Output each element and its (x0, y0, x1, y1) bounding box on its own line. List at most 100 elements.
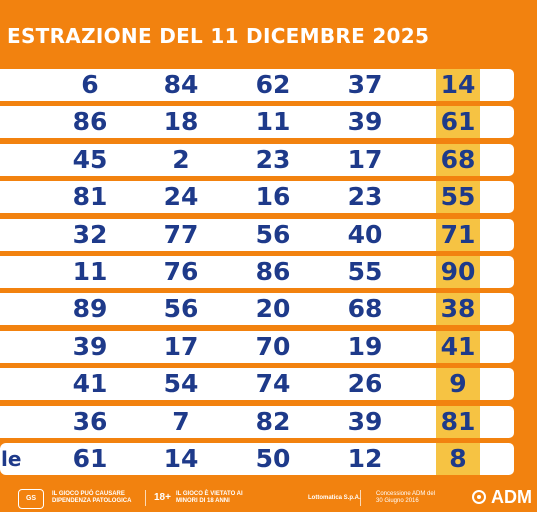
drawn-number: 11 (255, 107, 291, 136)
drawn-number: 37 (347, 70, 383, 99)
drawn-number: 89 (72, 294, 108, 323)
row-label (0, 256, 1, 288)
responsible-gaming-logo: GS (18, 489, 44, 509)
company-name: Lottomatica S.p.A. (308, 495, 361, 501)
drawn-number: 32 (72, 220, 108, 249)
drawn-number: 17 (163, 332, 199, 361)
row-label (0, 331, 1, 363)
drawn-number: 86 (255, 257, 291, 286)
table-row: 6 84 62 37 14 (0, 69, 514, 101)
minors-warning: IL GIOCO È VIETATO AI MINORI DI 18 ANNI (176, 491, 243, 504)
drawn-number: 14 (163, 444, 199, 473)
highlight-number: 61 (440, 107, 476, 136)
drawn-number: 23 (347, 182, 383, 211)
drawn-number: 26 (347, 369, 383, 398)
footer: GS IL GIOCO PUÒ CAUSARE DIPENDENZA PATOL… (0, 484, 537, 512)
highlight-number: 38 (440, 294, 476, 323)
drawn-number: 16 (255, 182, 291, 211)
highlight-number: 68 (440, 145, 476, 174)
highlight-cell: 61 (436, 106, 480, 138)
drawn-number: 7 (172, 407, 190, 436)
drawn-number: 68 (347, 294, 383, 323)
drawn-number: 70 (255, 332, 291, 361)
drawn-number: 23 (255, 145, 291, 174)
drawn-number: 17 (347, 145, 383, 174)
drawn-number: 18 (163, 107, 199, 136)
row-label (0, 293, 1, 325)
drawn-number: 39 (72, 332, 108, 361)
drawn-number: 74 (255, 369, 291, 398)
drawn-number: 39 (347, 407, 383, 436)
table-row: 41 54 74 26 9 (0, 368, 514, 400)
drawn-number: 62 (255, 70, 291, 99)
row-label (0, 69, 1, 101)
row-label (0, 144, 1, 176)
table-row: 81 24 16 23 55 (0, 181, 514, 213)
highlight-number: 71 (440, 220, 476, 249)
highlight-cell: 90 (436, 256, 480, 288)
highlight-cell: 9 (436, 368, 480, 400)
drawn-number: 45 (72, 145, 108, 174)
drawn-number: 61 (72, 444, 108, 473)
drawn-number: 39 (347, 107, 383, 136)
drawn-number: 77 (163, 220, 199, 249)
drawn-number: 19 (347, 332, 383, 361)
drawn-number: 41 (72, 369, 108, 398)
adm-logo: ADM (491, 487, 532, 507)
row-label (0, 106, 1, 138)
drawn-number: 76 (163, 257, 199, 286)
highlight-cell: 71 (436, 219, 480, 251)
drawn-number: 56 (255, 220, 291, 249)
highlight-cell: 68 (436, 144, 480, 176)
table-row: 39 17 70 19 41 (0, 331, 514, 363)
drawn-number: 24 (163, 182, 199, 211)
highlight-cell: 8 (436, 443, 480, 475)
addiction-warning: IL GIOCO PUÒ CAUSARE DIPENDENZA PATOLOGI… (52, 491, 132, 504)
footer-divider-2 (360, 490, 361, 506)
highlight-number: 90 (440, 257, 476, 286)
concession-text: Concessione ADM del 30 Giugno 2016 (376, 491, 436, 504)
table-row: le 61 14 50 12 8 (0, 443, 514, 475)
footer-divider (145, 490, 146, 506)
drawn-number: 84 (163, 70, 199, 99)
table-row: 36 7 82 39 81 (0, 406, 514, 438)
highlight-number: 81 (440, 407, 476, 436)
drawn-number: 81 (72, 182, 108, 211)
table-row: 45 2 23 17 68 (0, 144, 514, 176)
table-row: 89 56 20 68 38 (0, 293, 514, 325)
highlight-cell: 14 (436, 69, 480, 101)
highlight-cell: 38 (436, 293, 480, 325)
drawn-number: 20 (255, 294, 291, 323)
adm-seal-icon (472, 490, 486, 504)
table-row: 11 76 86 55 90 (0, 256, 514, 288)
highlight-number: 9 (449, 369, 467, 398)
drawn-number: 82 (255, 407, 291, 436)
row-label: le (1, 447, 22, 471)
drawn-number: 54 (163, 369, 199, 398)
row-label (0, 368, 1, 400)
table-row: 86 18 11 39 61 (0, 106, 514, 138)
highlight-cell: 41 (436, 331, 480, 363)
highlight-number: 55 (440, 182, 476, 211)
drawn-number: 12 (347, 444, 383, 473)
drawn-number: 36 (72, 407, 108, 436)
row-label (0, 181, 1, 213)
drawn-number: 2 (172, 145, 190, 174)
table-row: 32 77 56 40 71 (0, 219, 514, 251)
drawn-number: 86 (72, 107, 108, 136)
row-label (0, 406, 1, 438)
drawn-number: 40 (347, 220, 383, 249)
drawn-number: 50 (255, 444, 291, 473)
row-label (0, 219, 1, 251)
highlight-number: 14 (440, 70, 476, 99)
drawn-number: 56 (163, 294, 199, 323)
age-badge: 18+ (154, 492, 171, 503)
drawn-number: 6 (81, 70, 99, 99)
highlight-cell: 81 (436, 406, 480, 438)
results-table: 6 84 62 37 14 86 18 11 39 61 45 2 23 17 68 81 24 16 23 55 32… (0, 69, 514, 475)
page-title: ESTRAZIONE DEL 11 DICEMBRE 2025 (7, 24, 430, 48)
drawn-number: 11 (72, 257, 108, 286)
highlight-number: 41 (440, 332, 476, 361)
highlight-cell: 55 (436, 181, 480, 213)
drawn-number: 55 (347, 257, 383, 286)
